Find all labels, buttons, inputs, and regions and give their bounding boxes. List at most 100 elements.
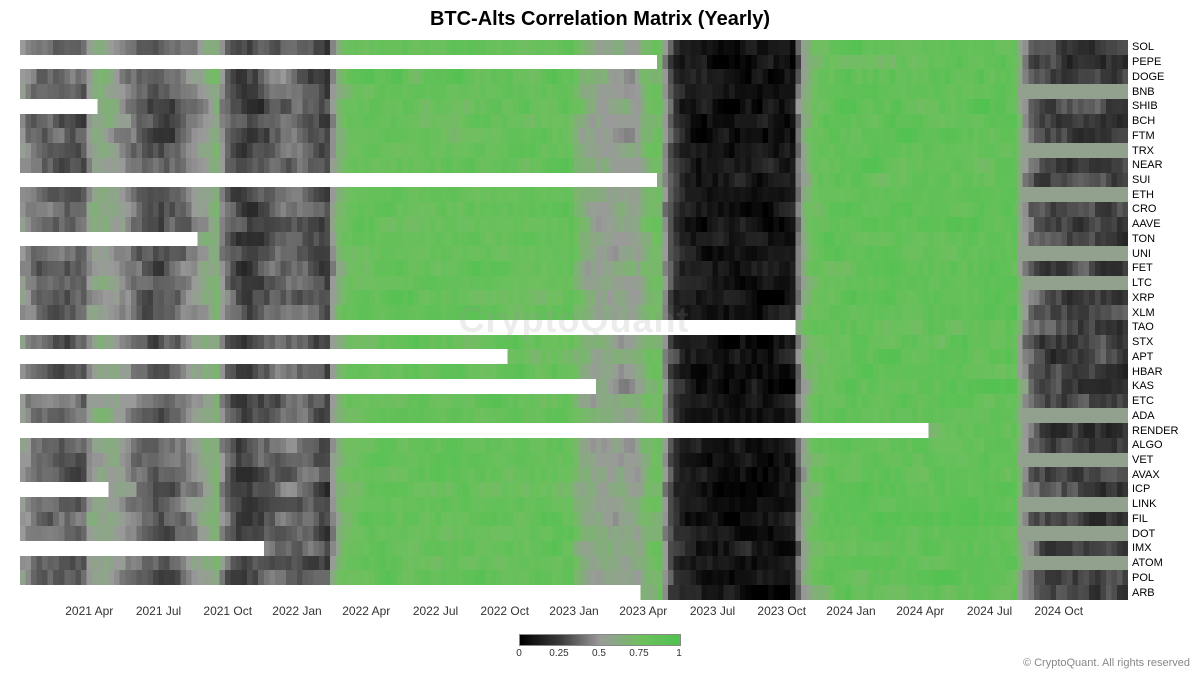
x-axis-tick: 2023 Jan bbox=[549, 604, 598, 618]
heatmap-row bbox=[20, 173, 1128, 188]
heatmap-row bbox=[20, 158, 1128, 173]
heatmap-row bbox=[20, 349, 1128, 364]
heatmap-row bbox=[20, 187, 1128, 202]
y-axis-label: AAVE bbox=[1132, 219, 1161, 230]
heatmap-row bbox=[20, 541, 1128, 556]
y-axis-label: CRO bbox=[1132, 204, 1156, 215]
heatmap-row bbox=[20, 379, 1128, 394]
heatmap-row bbox=[20, 99, 1128, 114]
x-axis-tick: 2023 Oct bbox=[757, 604, 806, 618]
x-axis-tick: 2023 Apr bbox=[619, 604, 667, 618]
y-axis-label: SOL bbox=[1132, 42, 1154, 53]
chart-container: BTC-Alts Correlation Matrix (Yearly) Cry… bbox=[0, 0, 1200, 675]
y-axis-label: RENDER bbox=[1132, 426, 1178, 437]
x-axis-tick: 2024 Apr bbox=[896, 604, 944, 618]
y-axis-label: UNI bbox=[1132, 249, 1151, 260]
heatmap-row bbox=[20, 497, 1128, 512]
x-axis-tick: 2023 Jul bbox=[690, 604, 735, 618]
legend-tick: 1 bbox=[676, 648, 682, 659]
y-axis-label: FIL bbox=[1132, 514, 1148, 525]
heatmap-row bbox=[20, 202, 1128, 217]
y-axis-label: PEPE bbox=[1132, 57, 1161, 68]
heatmap-row bbox=[20, 261, 1128, 276]
heatmap-row bbox=[20, 585, 1128, 600]
heatmap-row bbox=[20, 40, 1128, 55]
x-axis-tick: 2021 Apr bbox=[65, 604, 113, 618]
y-axis-label: ATOM bbox=[1132, 558, 1163, 569]
heatmap-row bbox=[20, 423, 1128, 438]
y-axis-label: FET bbox=[1132, 263, 1153, 274]
heatmap-plot: CryptoQuant bbox=[20, 40, 1128, 600]
heatmap-row bbox=[20, 512, 1128, 527]
y-axis-label: VET bbox=[1132, 455, 1153, 466]
legend-tick: 0 bbox=[516, 648, 522, 659]
y-axis-label: DOT bbox=[1132, 529, 1155, 540]
y-axis-label: KAS bbox=[1132, 381, 1154, 392]
y-axis-label: SUI bbox=[1132, 175, 1150, 186]
heatmap-row bbox=[20, 320, 1128, 335]
x-axis-tick: 2022 Apr bbox=[342, 604, 390, 618]
y-axis-label: XRP bbox=[1132, 293, 1155, 304]
heatmap-row bbox=[20, 556, 1128, 571]
heatmap-row bbox=[20, 246, 1128, 261]
heatmap-row bbox=[20, 276, 1128, 291]
y-axis-label: ICP bbox=[1132, 484, 1150, 495]
heatmap-row bbox=[20, 143, 1128, 158]
y-axis-label: XLM bbox=[1132, 308, 1155, 319]
y-axis-label: ETC bbox=[1132, 396, 1154, 407]
y-axis-label: APT bbox=[1132, 352, 1153, 363]
heatmap-row bbox=[20, 232, 1128, 247]
y-axis-label: ALGO bbox=[1132, 440, 1163, 451]
chart-title: BTC-Alts Correlation Matrix (Yearly) bbox=[0, 8, 1200, 31]
heatmap-row bbox=[20, 217, 1128, 232]
x-axis-tick: 2024 Jul bbox=[967, 604, 1012, 618]
heatmap-row bbox=[20, 482, 1128, 497]
heatmap-row bbox=[20, 290, 1128, 305]
y-axis-label: ADA bbox=[1132, 411, 1155, 422]
heatmap-row bbox=[20, 467, 1128, 482]
x-axis-tick: 2021 Oct bbox=[203, 604, 252, 618]
y-axis-label: POL bbox=[1132, 573, 1154, 584]
y-axis-label: BNB bbox=[1132, 87, 1155, 98]
y-axis-label: LINK bbox=[1132, 499, 1156, 510]
heatmap-row bbox=[20, 453, 1128, 468]
x-axis-tick: 2024 Oct bbox=[1034, 604, 1083, 618]
heatmap-row bbox=[20, 364, 1128, 379]
y-axis-label: HBAR bbox=[1132, 367, 1163, 378]
y-axis-label: ETH bbox=[1132, 190, 1154, 201]
x-axis-tick: 2021 Jul bbox=[136, 604, 181, 618]
heatmap-row bbox=[20, 305, 1128, 320]
y-axis-label: AVAX bbox=[1132, 470, 1160, 481]
legend-tick: 0.25 bbox=[549, 648, 568, 659]
heatmap-row bbox=[20, 84, 1128, 99]
y-axis-label: ARB bbox=[1132, 588, 1155, 599]
heatmap-row bbox=[20, 55, 1128, 70]
y-axis-label: TON bbox=[1132, 234, 1155, 245]
x-axis-tick: 2022 Jan bbox=[272, 604, 321, 618]
legend-tick: 0.75 bbox=[629, 648, 648, 659]
legend-tick: 0.5 bbox=[592, 648, 606, 659]
heatmap-row bbox=[20, 128, 1128, 143]
y-axis-label: BCH bbox=[1132, 116, 1155, 127]
x-axis: 2021 Apr 2021 Jul 2021 Oct 2022 Jan 2022 Apr… bbox=[20, 604, 1128, 624]
x-axis-tick: 2024 Jan bbox=[826, 604, 875, 618]
heatmap-row bbox=[20, 394, 1128, 409]
heatmap-row bbox=[20, 335, 1128, 350]
y-axis-label: TRX bbox=[1132, 146, 1154, 157]
heatmap-row bbox=[20, 114, 1128, 129]
heatmap-row bbox=[20, 69, 1128, 84]
y-axis-label: TAO bbox=[1132, 322, 1154, 333]
x-axis-tick: 2022 Oct bbox=[480, 604, 529, 618]
heatmap-row bbox=[20, 438, 1128, 453]
y-axis-label: IMX bbox=[1132, 543, 1152, 554]
y-axis-label: SHIB bbox=[1132, 101, 1158, 112]
y-axis-label: DOGE bbox=[1132, 72, 1164, 83]
heatmap-row bbox=[20, 408, 1128, 423]
y-axis-label: STX bbox=[1132, 337, 1153, 348]
y-axis-label: FTM bbox=[1132, 131, 1155, 142]
color-legend: 00.250.50.751 bbox=[0, 628, 1200, 652]
y-axis-label: LTC bbox=[1132, 278, 1152, 289]
y-axis-labels: SOLPEPEDOGEBNBSHIBBCHFTMTRXNEARSUIETHCRO… bbox=[1132, 40, 1192, 600]
legend-gradient bbox=[519, 634, 681, 646]
heatmap-row bbox=[20, 570, 1128, 585]
